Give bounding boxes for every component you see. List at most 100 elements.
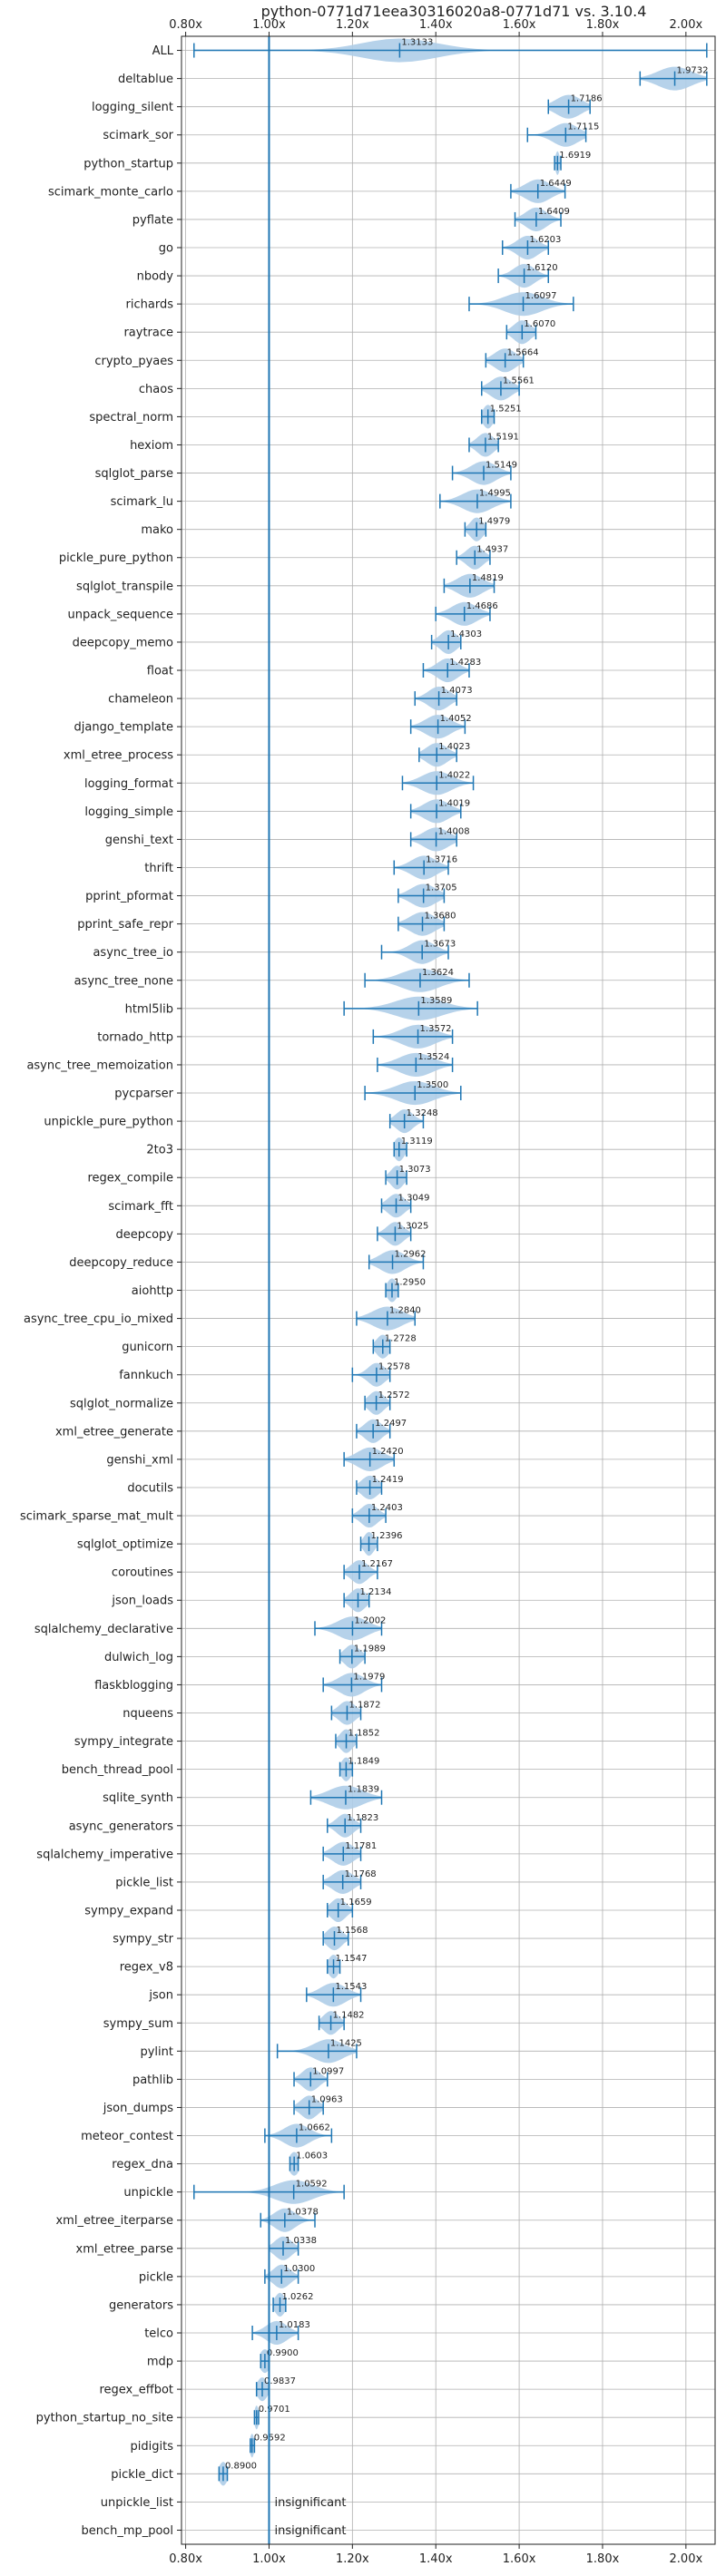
insignificant-label: insignificant [274,2496,346,2510]
value-label: 1.2420 [372,1447,404,1457]
category-label: scimark_sparse_mat_mult [20,1510,173,1524]
category-label: sqlglot_transpile [76,580,173,593]
value-label: 1.1482 [333,2010,365,2020]
x-tick-label-bottom: 1.60x [503,2552,536,2566]
value-label: 1.3716 [426,854,457,864]
value-label: 1.1659 [340,1898,372,1908]
category-label: xml_etree_parse [76,2242,173,2256]
category-label: logging_format [84,777,173,791]
value-label: 1.1768 [345,1869,377,1879]
value-label: 1.3705 [426,883,457,893]
category-label: pathlib [132,2073,173,2087]
category-label: json_loads [111,1595,173,1608]
value-label: 1.2962 [395,1249,427,1259]
category-label: unpickle_list [101,2496,173,2510]
value-label: 1.6120 [526,263,558,273]
category-label: scimark_monte_carlo [48,185,173,199]
category-label: sympy_expand [84,1904,173,1917]
value-label: 1.2728 [385,1334,417,1344]
category-label: thrift [144,862,173,875]
value-label: 1.1781 [345,1841,377,1851]
value-label: 1.3680 [425,912,456,922]
category-label: deepcopy_memo [73,636,173,649]
category-label: async_tree_none [74,974,173,988]
category-label: generators [109,2298,173,2312]
category-label: pylint [140,2045,173,2059]
category-label: unpickle [123,2186,173,2200]
value-label: 1.1849 [348,1757,379,1767]
value-label: 1.6097 [525,291,557,301]
category-label: async_tree_io [93,946,173,960]
value-label: 1.4022 [438,770,470,780]
value-label: 1.0603 [296,2152,328,2161]
category-label: sqlglot_normalize [70,1397,173,1410]
category-label: hexiom [130,439,173,453]
category-label: tornado_http [97,1030,173,1044]
category-label: chaos [139,383,173,396]
category-label: mako [141,523,173,537]
value-label: 1.3073 [399,1165,431,1175]
value-label: 1.1979 [353,1672,385,1682]
x-tick-label-top: 1.60x [503,18,536,32]
value-label: 1.1568 [336,1926,368,1936]
category-label: html5lib [125,1002,173,1016]
category-label: chameleon [108,693,173,707]
category-label: sympy_integrate [74,1735,173,1749]
value-label: 1.6409 [538,207,570,217]
value-label: 1.3572 [420,1024,452,1034]
value-label: 1.1543 [335,1982,367,1992]
value-label: 1.4995 [479,489,511,499]
value-label: 1.3500 [417,1080,448,1090]
value-label: 1.4023 [438,742,470,752]
value-label: 1.1823 [347,1813,378,1823]
value-label: 1.2134 [359,1587,391,1597]
category-label: raytrace [123,327,173,340]
category-label: sqlalchemy_imperative [36,1848,173,1861]
value-label: 1.4052 [440,714,472,724]
x-tick-label-top: 1.20x [336,18,369,32]
value-label: 1.6919 [559,151,591,161]
value-label: 1.6203 [529,235,561,245]
category-label: genshi_xml [106,1453,173,1467]
category-label: sqlalchemy_declarative [34,1623,173,1636]
value-label: 1.2002 [354,1615,386,1625]
category-label: sqlglot_optimize [77,1538,173,1552]
x-tick-label-bottom: 1.00x [252,2552,286,2566]
category-label: go [159,242,173,256]
value-label: 1.3049 [398,1193,430,1203]
category-label: scimark_sor [103,129,173,142]
value-label: 1.2497 [375,1419,407,1429]
value-label: 1.3119 [401,1137,433,1147]
category-label: deepcopy [115,1228,173,1242]
category-label: bench_thread_pool [62,1763,173,1777]
value-label: 1.6449 [540,179,572,189]
value-label: 1.3524 [417,1052,449,1062]
category-label: meteor_contest [81,2130,173,2143]
x-ticks-top: 0.80x 1.00x 1.20x 1.40x 1.60x 1.80x 2.00x [169,18,702,36]
category-label: telco [144,2327,173,2340]
value-label: 1.5251 [490,404,522,414]
value-label: 1.4008 [438,826,470,836]
category-labels: ALL deltablue logging_silent scimark_sorpyt… [20,44,182,2538]
category-label: async_generators [69,1820,174,1833]
value-label: 1.3025 [397,1221,428,1231]
category-label: scimark_fft [108,1200,173,1214]
value-label: 1.3673 [424,940,456,950]
value-label: 1.4283 [449,658,481,668]
category-label: sqlite_synth [103,1791,173,1805]
value-label: 1.2419 [372,1475,404,1485]
category-label: pickle_dict [111,2468,173,2482]
value-label: 1.3624 [422,968,454,978]
chart-title: python-0771d71eea30316020a8-0771d71 vs. … [261,3,647,20]
category-label: regex_compile [87,1172,173,1186]
category-label: nqueens [123,1707,173,1721]
value-label: 1.1839 [348,1785,379,1795]
value-label: 1.2403 [371,1503,403,1513]
x-tick-label-bottom: 1.20x [336,2552,369,2566]
category-label: json_dumps [103,2102,173,2115]
value-label: 1.7186 [571,94,603,104]
category-label: xml_etree_generate [55,1425,173,1439]
x-tick-label-bottom: 0.80x [169,2552,202,2566]
category-label: logging_silent [92,101,173,114]
